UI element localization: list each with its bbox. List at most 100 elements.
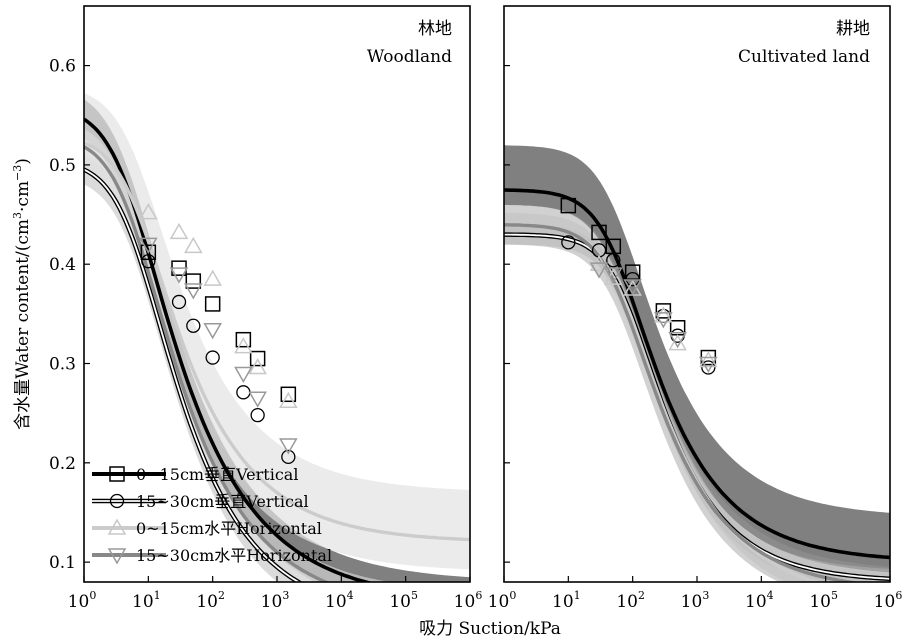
- y-tick-label-2: 0.3: [49, 355, 76, 375]
- data-point-c-4: [234, 337, 253, 354]
- woodland-label-cn: 林地: [418, 19, 452, 39]
- legend-marker-1: [109, 493, 125, 509]
- band-d: [84, 128, 390, 582]
- data-point-b-6: [701, 360, 716, 375]
- legend-marker-3: [107, 548, 127, 565]
- woodland-y-ticks: [84, 64, 90, 563]
- band-b: [84, 154, 330, 582]
- data-point-d-1: [604, 267, 623, 284]
- woodland-x-ticks: [83, 576, 471, 582]
- legend-label-2: 0~15cm水平Horizontal: [136, 519, 322, 538]
- fit-line-d: [84, 145, 331, 582]
- data-point-d-3: [203, 323, 222, 340]
- x-tick-label-1-6: 106: [874, 589, 903, 612]
- fit-line-c: [84, 141, 470, 542]
- x-tick-labels: 100 101 102 103 104 105 106 100 101 102 103 104 105 1…: [68, 589, 903, 612]
- data-point-d-6: [279, 438, 298, 455]
- x-tick-label-1-1: 101: [552, 589, 581, 612]
- data-point-b-6: [281, 449, 296, 465]
- data-point-a-3: [624, 264, 641, 280]
- legend-marker-0: [109, 466, 125, 482]
- data-point-b-2: [186, 318, 201, 333]
- x-tick-label-0-0: 100: [68, 589, 97, 612]
- data-point-c-1: [604, 268, 623, 285]
- x-tick-label-1-2: 102: [616, 589, 645, 612]
- data-point-c-2: [184, 236, 203, 254]
- legend-marker-2: [107, 518, 127, 535]
- data-point-a-1: [591, 224, 607, 241]
- cultivated-y-ticks: [504, 64, 510, 563]
- x-tick-label-0-3: 103: [261, 589, 290, 612]
- y-tick-label-1: 0.2: [49, 454, 76, 474]
- data-point-d-0: [589, 262, 609, 279]
- legend-label-3: 15~30cm水平Horizontal: [136, 546, 332, 565]
- x-tick-label-1-4: 104: [745, 589, 774, 612]
- woodland-label-en: Woodland: [367, 47, 452, 67]
- legend-item-2: 0~15cm水平Horizontal: [92, 518, 322, 538]
- cultivated-land-panel: 耕地 Cultivated land: [503, 5, 891, 583]
- y-axis-title: 含水量Water content/(cm3·cm−3): [11, 158, 33, 430]
- data-point-d-5: [248, 391, 267, 408]
- data-point-d-0: [139, 237, 158, 254]
- data-point-d-4: [668, 331, 687, 349]
- data-point-a-5: [249, 350, 266, 367]
- x-tick-label-0-6: 106: [454, 589, 483, 612]
- y-tick-labels: 0.1 0.2 0.3 0.4 0.5 0.6: [49, 57, 76, 574]
- data-point-d-3: [654, 312, 673, 329]
- data-point-b-2: [606, 253, 621, 268]
- x-tick-label-0-2: 102: [196, 589, 225, 612]
- woodland-panel: 林地 Woodland: [83, 5, 471, 583]
- legend-item-0: 0~15cm垂直Vertical: [92, 465, 298, 484]
- data-point-a-4: [655, 303, 672, 319]
- legend-label-1: 15~30cm垂直Vertical: [136, 492, 309, 511]
- data-point-d-2: [623, 279, 642, 296]
- data-point-b-5: [250, 408, 265, 423]
- y-tick-label-4: 0.5: [49, 156, 76, 176]
- data-point-a-0: [560, 197, 577, 214]
- cultivated-markers: [560, 197, 718, 375]
- data-point-b-0: [141, 254, 156, 269]
- cultivated-label-en: Cultivated land: [738, 47, 870, 67]
- x-tick-label-1-0: 100: [488, 589, 517, 612]
- y-tick-label-3: 0.4: [49, 255, 76, 275]
- data-point-a-0: [140, 244, 157, 261]
- y-tick-label-0: 0.1: [49, 553, 76, 573]
- cultivated-x-ticks: [503, 576, 891, 582]
- data-point-c-3: [203, 269, 222, 286]
- data-point-c-6: [279, 391, 298, 409]
- data-point-c-0: [139, 203, 158, 220]
- data-point-a-4: [235, 331, 252, 348]
- legend: 0~15cm垂直Vertical 15~30cm垂直Vertical 0~15cm水…: [92, 465, 332, 565]
- x-tick-label-1-3: 103: [681, 589, 710, 612]
- data-point-c-4: [668, 334, 687, 351]
- legend-item-3: 15~30cm水平Horizontal: [92, 546, 332, 565]
- data-point-c-3: [654, 306, 673, 323]
- data-point-a-2: [185, 273, 202, 289]
- legend-label-0: 0~15cm垂直Vertical: [136, 465, 298, 484]
- data-point-d-4: [234, 366, 253, 383]
- woodland-markers: [139, 203, 298, 465]
- cultivated-label-cn: 耕地: [836, 19, 870, 39]
- data-point-b-1: [171, 294, 187, 310]
- x-tick-label-0-4: 104: [325, 589, 354, 612]
- x-tick-label-0-5: 105: [389, 589, 418, 612]
- cultivated-confidence-bands: [504, 145, 890, 582]
- x-tick-label-0-1: 101: [132, 589, 161, 612]
- band-d: [504, 204, 890, 582]
- data-point-b-3: [205, 350, 220, 365]
- woodland-confidence-bands: [84, 93, 470, 582]
- band-a: [504, 145, 890, 573]
- data-point-c-5: [248, 357, 267, 375]
- y-tick-label-5: 0.6: [49, 57, 76, 77]
- data-point-b-3: [625, 271, 640, 287]
- data-point-d-5: [699, 356, 718, 374]
- data-point-d-2: [184, 283, 203, 300]
- fit-line-b: [84, 168, 301, 582]
- legend-item-1: 15~30cm垂直Vertical: [92, 492, 309, 511]
- x-axis-title: 吸力 Suction/kPa: [419, 619, 561, 639]
- data-point-b-0: [561, 235, 576, 250]
- data-point-c-5: [699, 351, 718, 368]
- data-point-a-6: [280, 386, 297, 403]
- data-point-c-1: [169, 222, 189, 240]
